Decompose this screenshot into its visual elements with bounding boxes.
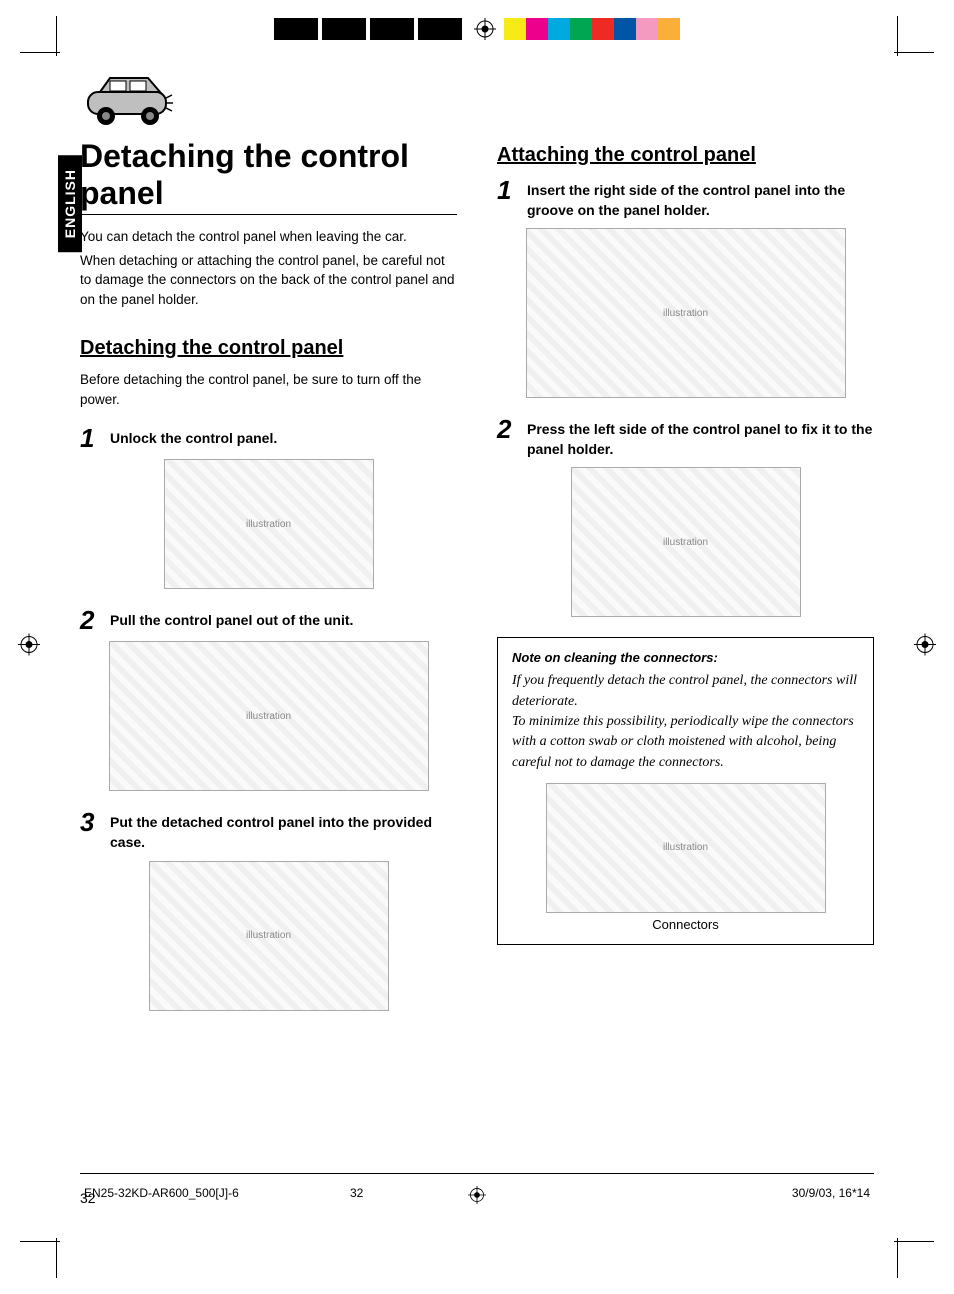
swatch: [636, 18, 658, 40]
step-text: Put the detached control panel into the …: [110, 809, 457, 852]
swatch: [570, 18, 592, 40]
swatch: [526, 18, 548, 40]
registration-color-strip: [0, 18, 954, 40]
figure-press: illustration: [497, 467, 874, 617]
right-column: Attaching the control panel 1 Insert the…: [497, 138, 874, 1029]
figure-connectors: illustration: [512, 783, 859, 913]
swatch: [592, 18, 614, 40]
page-content: ENGLISH Detaching the control panel You …: [80, 70, 874, 1214]
crop-mark: [874, 36, 914, 76]
step-number: 2: [497, 416, 517, 442]
step-number: 1: [497, 177, 517, 203]
registration-mark-top: [474, 18, 496, 40]
swatch: [504, 18, 526, 40]
intro-p2: When detaching or attaching the control …: [80, 251, 457, 310]
crop-mark: [40, 1218, 80, 1258]
figure-case: illustration: [80, 861, 457, 1011]
swatch: [274, 18, 318, 40]
step-1: 1 Unlock the control panel.: [80, 425, 457, 451]
registration-mark-right: [914, 634, 936, 661]
note-body-1: If you frequently detach the control pan…: [512, 671, 859, 712]
swatch: [614, 18, 636, 40]
language-tab: ENGLISH: [58, 155, 82, 252]
step-2: 2 Pull the control panel out of the unit…: [80, 607, 457, 633]
intro-text: You can detach the control panel when le…: [80, 227, 457, 309]
figure-unlock: illustration: [80, 459, 457, 589]
footer: EN25-32KD-AR600_500[J]-6 32 30/9/03, 16*…: [80, 1186, 874, 1200]
step-number: 2: [80, 607, 100, 633]
step-3: 3 Put the detached control panel into th…: [80, 809, 457, 852]
step-text: Insert the right side of the control pan…: [527, 177, 874, 220]
registration-mark-bottom: [468, 1186, 486, 1207]
step-text: Pull the control panel out of the unit.: [110, 607, 353, 631]
swatch: [548, 18, 570, 40]
detaching-lead: Before detaching the control panel, be s…: [80, 370, 457, 409]
step-text: Unlock the control panel.: [110, 425, 277, 449]
reg-left-swatches: [274, 18, 466, 40]
swatch: [322, 18, 366, 40]
swatch: [418, 18, 462, 40]
detaching-subheading: Detaching the control panel: [80, 337, 457, 360]
note-title: Note on cleaning the connectors:: [512, 650, 859, 665]
page-title: Detaching the control panel: [80, 138, 457, 215]
note-body-2: To minimize this possibility, periodical…: [512, 712, 859, 773]
crop-mark: [874, 1218, 914, 1258]
step-number: 3: [80, 809, 100, 835]
step-1: 1 Insert the right side of the control p…: [497, 177, 874, 220]
footer-rule: [80, 1173, 874, 1174]
intro-p1: You can detach the control panel when le…: [80, 227, 457, 247]
footer-doc-id: EN25-32KD-AR600_500[J]-6: [84, 1186, 239, 1200]
attaching-subheading: Attaching the control panel: [497, 144, 874, 167]
registration-mark-left: [18, 634, 40, 661]
footer-page: 32: [350, 1186, 363, 1200]
step-2: 2 Press the left side of the control pan…: [497, 416, 874, 459]
footer-date: 30/9/03, 16*14: [792, 1186, 870, 1200]
step-number: 1: [80, 425, 100, 451]
reg-right-swatches: [504, 18, 680, 40]
figure-insert: illustration: [497, 228, 874, 398]
figure-pull-out: illustration: [80, 641, 457, 791]
crop-mark: [40, 36, 80, 76]
swatch: [658, 18, 680, 40]
connectors-label: Connectors: [512, 917, 859, 932]
left-column: Detaching the control panel You can deta…: [80, 138, 457, 1029]
note-box: Note on cleaning the connectors: If you …: [497, 637, 874, 944]
car-icon: [80, 70, 180, 130]
step-text: Press the left side of the control panel…: [527, 416, 874, 459]
swatch: [370, 18, 414, 40]
